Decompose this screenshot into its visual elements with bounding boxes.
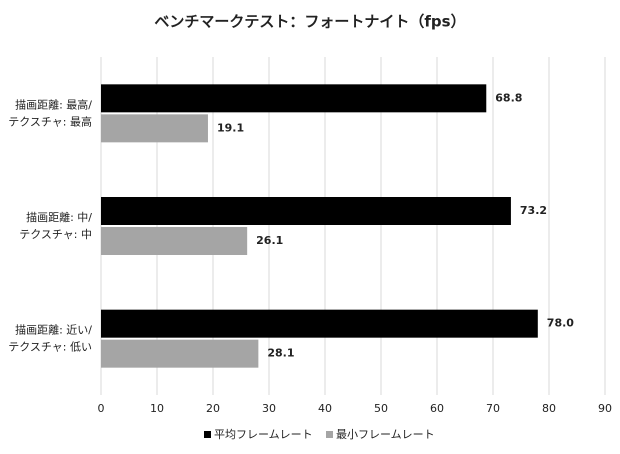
x-tick-label: 40 <box>318 402 332 415</box>
value-label: 78.0 <box>547 317 574 330</box>
value-label: 28.1 <box>267 347 294 360</box>
y-tick-label: 描画距離: 近い/ <box>15 323 92 337</box>
x-tick-label: 30 <box>262 402 276 415</box>
bar <box>101 84 487 113</box>
legend-swatch <box>326 431 333 438</box>
bar <box>101 227 248 255</box>
bar <box>101 114 208 143</box>
legend-swatch <box>204 431 211 438</box>
y-tick-label: テクスチャ: 低い <box>8 341 92 354</box>
chart-title: ベンチマークテスト：フォートナイト（fps） <box>154 13 465 31</box>
y-tick-label: 描画距離: 最高/ <box>15 97 92 111</box>
x-tick-label: 0 <box>98 402 105 415</box>
bar <box>101 309 538 338</box>
value-label: 19.1 <box>217 121 244 134</box>
value-label: 26.1 <box>256 234 283 247</box>
x-tick-label: 10 <box>150 402 164 415</box>
value-label: 73.2 <box>520 204 547 217</box>
y-tick-label: 描画距離: 中/ <box>26 210 92 224</box>
y-tick-label: テクスチャ: 中 <box>19 228 92 241</box>
y-tick-label: テクスチャ: 最高 <box>8 114 92 128</box>
x-tick-label: 80 <box>542 402 556 415</box>
legend-label: 最小フレームレート <box>336 428 435 441</box>
x-tick-label: 70 <box>486 402 500 415</box>
bar <box>101 339 259 368</box>
legend-label: 平均フレームレート <box>214 428 313 441</box>
value-label: 68.8 <box>495 91 522 104</box>
x-tick-label: 60 <box>430 402 444 415</box>
bar <box>101 197 511 225</box>
x-tick-label: 90 <box>598 402 612 415</box>
x-tick-label: 50 <box>374 402 388 415</box>
x-tick-label: 20 <box>206 402 220 415</box>
